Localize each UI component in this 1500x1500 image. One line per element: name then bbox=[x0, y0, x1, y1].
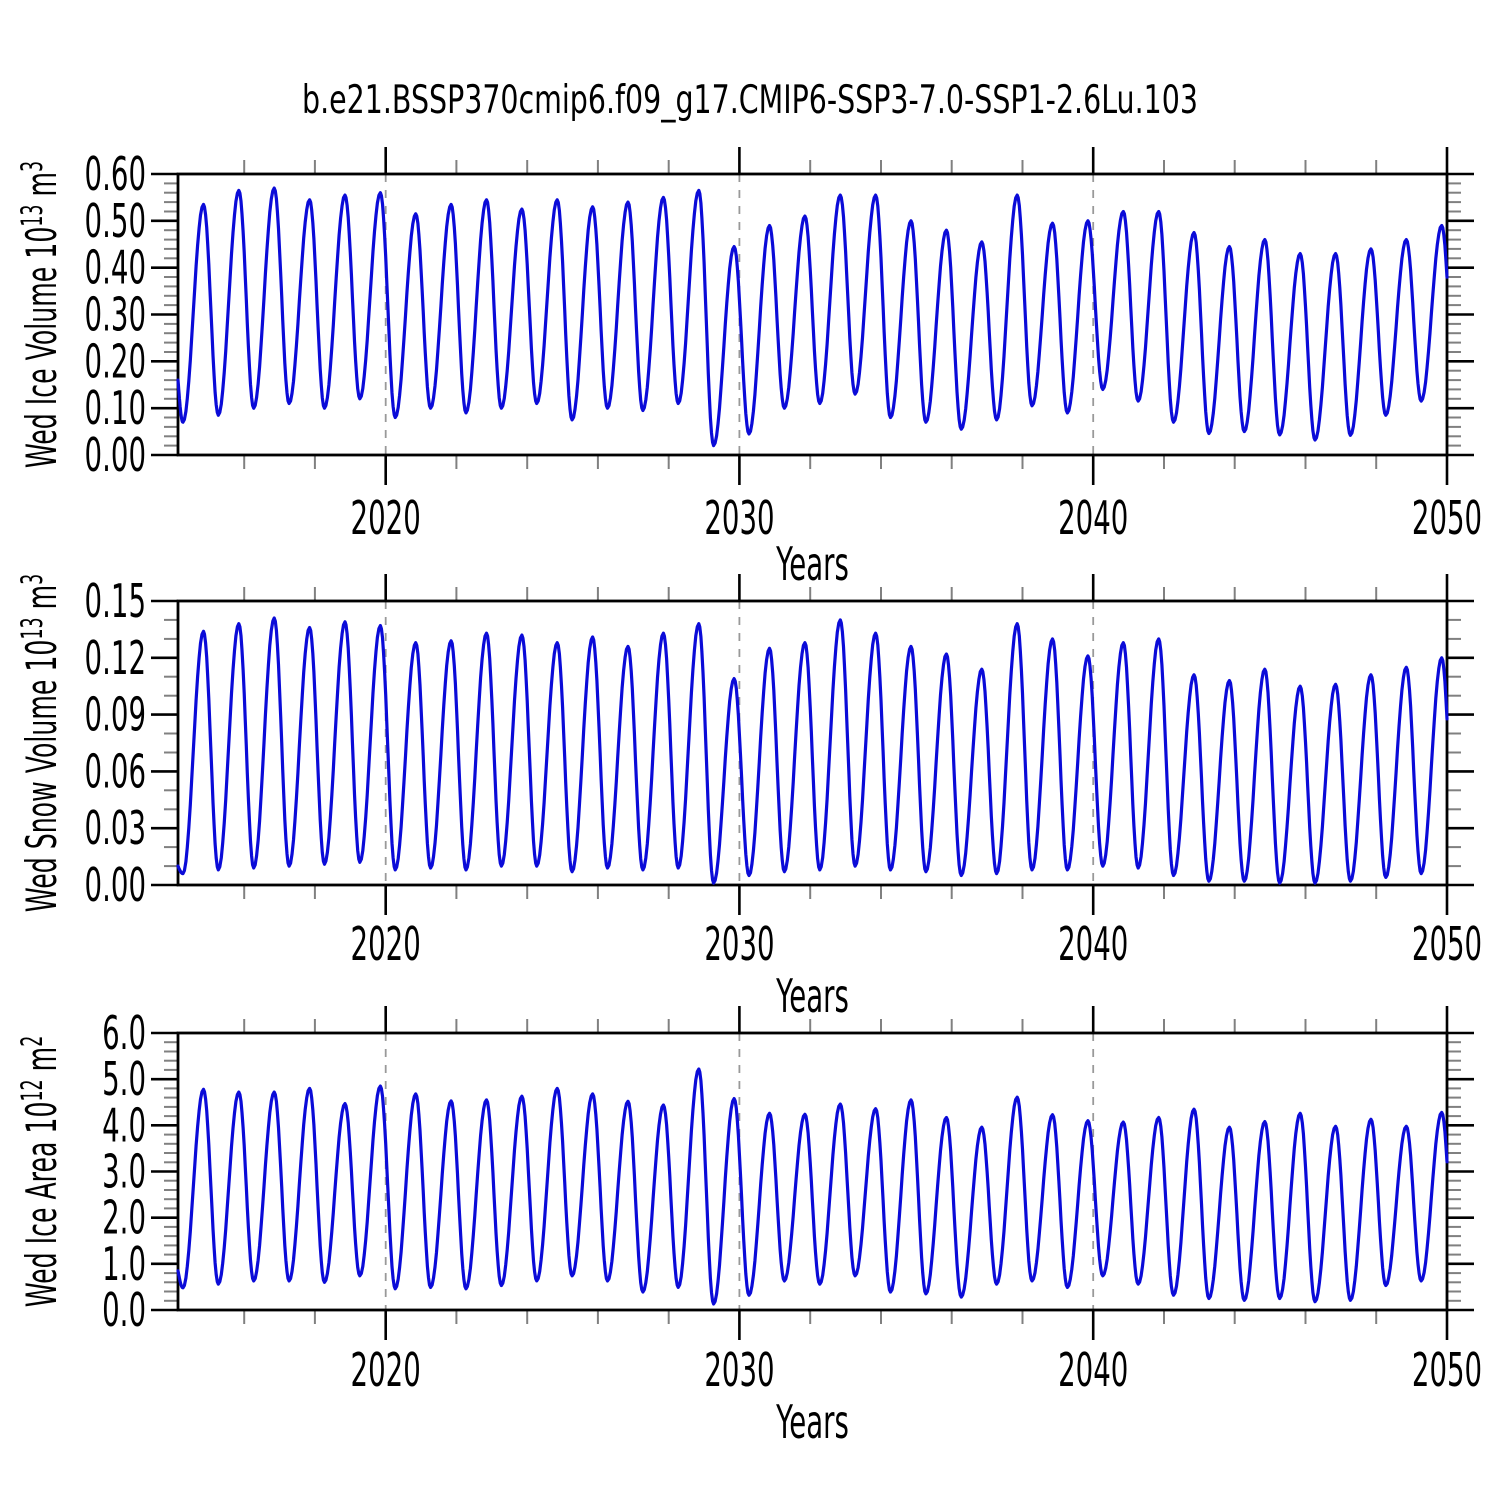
y-axis-title: Wed Ice Volume 1013 m3 bbox=[15, 161, 67, 468]
data-line bbox=[176, 616, 1449, 885]
x-axis-title: Years bbox=[775, 538, 849, 591]
y-tick-label: 6.0 bbox=[102, 1007, 146, 1060]
x-tick-label: 2020 bbox=[351, 492, 421, 545]
x-axis-title: Years bbox=[775, 970, 849, 1023]
panel-wed-ice-volume: 2020 2030 2040 2050 0.000.100.200.300.400.50… bbox=[15, 147, 1482, 591]
plot-title: b.e21.BSSP370cmip6.f09_g17.CMIP6-SSP3-7.… bbox=[302, 78, 1198, 124]
x-tick-label: 2030 bbox=[704, 918, 774, 971]
plot-frame bbox=[176, 172, 1449, 457]
x-tick-label: 2020 bbox=[351, 1344, 421, 1397]
y-tick-label: 0.10 bbox=[85, 382, 146, 435]
y-axis-title: Wed Snow Volume 1013 m3 bbox=[15, 574, 67, 912]
y-tick-label: 3.0 bbox=[102, 1145, 146, 1198]
y-tick-label: 0.60 bbox=[85, 148, 146, 201]
panel-wed-snow-volume: 2020 2030 2040 2050 0.000.030.060.090.120.15… bbox=[15, 574, 1482, 1023]
y-tick-label: 0.00 bbox=[85, 429, 146, 482]
y-tick-label: 0.03 bbox=[85, 802, 146, 855]
x-tick-label: 2040 bbox=[1058, 492, 1128, 545]
x-axis-title: Years bbox=[775, 1396, 849, 1449]
x-tick-label: 2050 bbox=[1412, 918, 1482, 971]
data-line bbox=[176, 1067, 1449, 1306]
x-tick-label: 2040 bbox=[1058, 918, 1128, 971]
panel-wed-ice-area: 2020 2030 2040 2050 0.01.02.03.04.05.06.0 Yea… bbox=[15, 1006, 1482, 1449]
x-tick-label: 2020 bbox=[351, 918, 421, 971]
y-tick-label: 5.0 bbox=[102, 1053, 146, 1106]
x-tick-label: 2030 bbox=[704, 492, 774, 545]
y-tick-label: 0.12 bbox=[85, 631, 146, 684]
y-tick-label: 0.30 bbox=[85, 288, 146, 341]
x-tick-label: 2050 bbox=[1412, 492, 1482, 545]
x-tick-label: 2050 bbox=[1412, 1344, 1482, 1397]
y-tick-label: 0.00 bbox=[85, 859, 146, 912]
x-tick-label: 2040 bbox=[1058, 1344, 1128, 1397]
y-tick-label: 0.15 bbox=[85, 575, 146, 628]
y-tick-label: 4.0 bbox=[102, 1099, 146, 1152]
y-tick-label: 0.40 bbox=[85, 241, 146, 294]
y-tick-label: 1.0 bbox=[102, 1237, 146, 1290]
y-tick-label: 0.50 bbox=[85, 194, 146, 247]
plot-frame bbox=[176, 599, 1449, 887]
y-tick-label: 0.06 bbox=[85, 745, 146, 798]
y-tick-label: 0.0 bbox=[102, 1284, 146, 1337]
plot-frame bbox=[176, 1031, 1449, 1312]
data-line bbox=[176, 186, 1449, 448]
y-axis-title: Wed Ice Area 1012 m2 bbox=[15, 1036, 67, 1308]
x-tick-label: 2030 bbox=[704, 1344, 774, 1397]
y-tick-label: 2.0 bbox=[102, 1191, 146, 1244]
y-tick-label: 0.09 bbox=[85, 688, 146, 741]
y-tick-label: 0.20 bbox=[85, 335, 146, 388]
